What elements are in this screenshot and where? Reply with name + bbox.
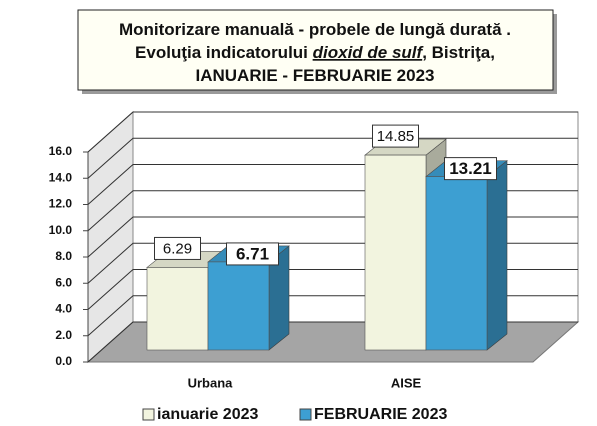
y-tick-label: 4.0 <box>55 302 72 316</box>
bar <box>425 176 488 351</box>
value-label: 13.21 <box>449 159 492 178</box>
title-text: Evoluţia indicatorului <box>135 43 313 62</box>
value-label-box <box>444 157 497 181</box>
x-tick-label: Urbana <box>188 375 234 390</box>
bar <box>207 261 270 351</box>
y-tick-label: 12.0 <box>49 197 73 211</box>
title-line: Evoluţia indicatorului dioxid de sulf, B… <box>135 43 495 62</box>
title-line: IANUARIE - FEBRUARIE 2023 <box>196 66 435 85</box>
y-tick-label: 0.0 <box>55 354 72 368</box>
title-text: , Bistriţa, <box>422 43 495 62</box>
title-text: dioxid de sulf <box>313 43 425 62</box>
value-label-box <box>154 236 201 260</box>
y-tick-label: 6.0 <box>55 275 72 289</box>
title-text: Monitorizare manuală - probele de lungă … <box>119 20 511 39</box>
title: Monitorizare manuală - probele de lungă … <box>119 20 511 85</box>
y-tick-label: 14.0 <box>49 170 73 184</box>
x-tick-label: AISE <box>391 375 422 390</box>
value-label: 6.29 <box>163 240 192 257</box>
bar <box>364 154 427 351</box>
legend-swatch <box>299 408 312 421</box>
value-label: 6.71 <box>236 244 269 263</box>
bar <box>146 267 209 351</box>
y-tick-label: 2.0 <box>55 328 72 342</box>
legend-swatch <box>142 408 155 421</box>
title-line: Monitorizare manuală - probele de lungă … <box>119 20 511 39</box>
value-label-box <box>226 242 279 266</box>
grid-line <box>87 137 578 179</box>
legend-label: FEBRUARIE 2023 <box>314 406 447 423</box>
y-tick-label: 8.0 <box>55 249 72 263</box>
title-box <box>77 9 554 91</box>
plot-area: 0.0 2.0 4.0 6.0 8.0 10.0 12.0 14.0 16.0 Urbana AIS… <box>49 110 580 390</box>
title-text: IANUARIE - FEBRUARIE 2023 <box>196 66 435 85</box>
value-label: 14.85 <box>377 128 415 145</box>
y-tick-label: 16.0 <box>49 144 73 158</box>
bar-side <box>486 159 508 351</box>
legend-label: ianuarie 2023 <box>157 406 259 423</box>
grid-line <box>87 111 578 153</box>
value-label-box <box>372 124 419 148</box>
y-tick-label: 10.0 <box>49 223 73 237</box>
